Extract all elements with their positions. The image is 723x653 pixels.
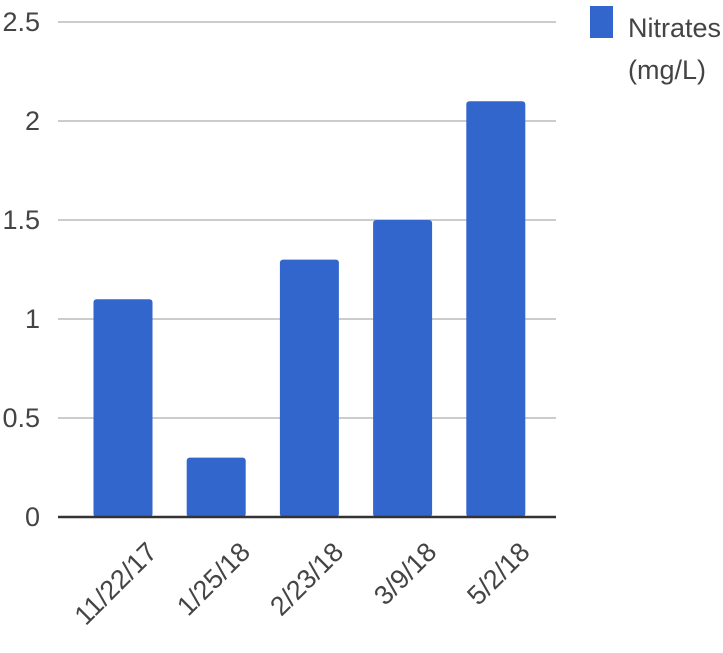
y-tick-label: 1 [25, 304, 40, 334]
y-tick-label: 2.5 [2, 7, 40, 37]
bar-3-9-18 [373, 220, 433, 517]
legend-swatch-nitrates [590, 6, 613, 38]
x-tick-label: 3/9/18 [368, 537, 442, 611]
y-tick-label: 1.5 [2, 205, 40, 235]
bars [93, 101, 526, 517]
y-axis-tick-labels: 0 0.5 1 1.5 2 2.5 [2, 7, 40, 532]
bar-1-25-18 [186, 457, 246, 517]
legend-label-line-1: Nitrates [628, 13, 721, 43]
x-axis-tick-labels: 11/22/17 1/25/18 2/23/18 3/9/18 5/2/18 [69, 537, 536, 631]
bar-5-2-18 [466, 101, 526, 517]
legend: Nitrates (mg/L) [590, 6, 721, 85]
y-tick-label: 0.5 [2, 403, 40, 433]
legend-label-line-2: (mg/L) [628, 55, 706, 85]
x-tick-label: 11/22/17 [69, 537, 163, 631]
bar-2-23-18 [279, 259, 339, 517]
x-tick-label: 5/2/18 [461, 537, 535, 611]
y-tick-label: 0 [25, 502, 40, 532]
x-tick-label: 2/23/18 [264, 537, 349, 622]
y-tick-label: 2 [25, 106, 40, 136]
x-tick-label: 1/25/18 [171, 537, 256, 622]
bar-11-22-17 [93, 299, 153, 517]
